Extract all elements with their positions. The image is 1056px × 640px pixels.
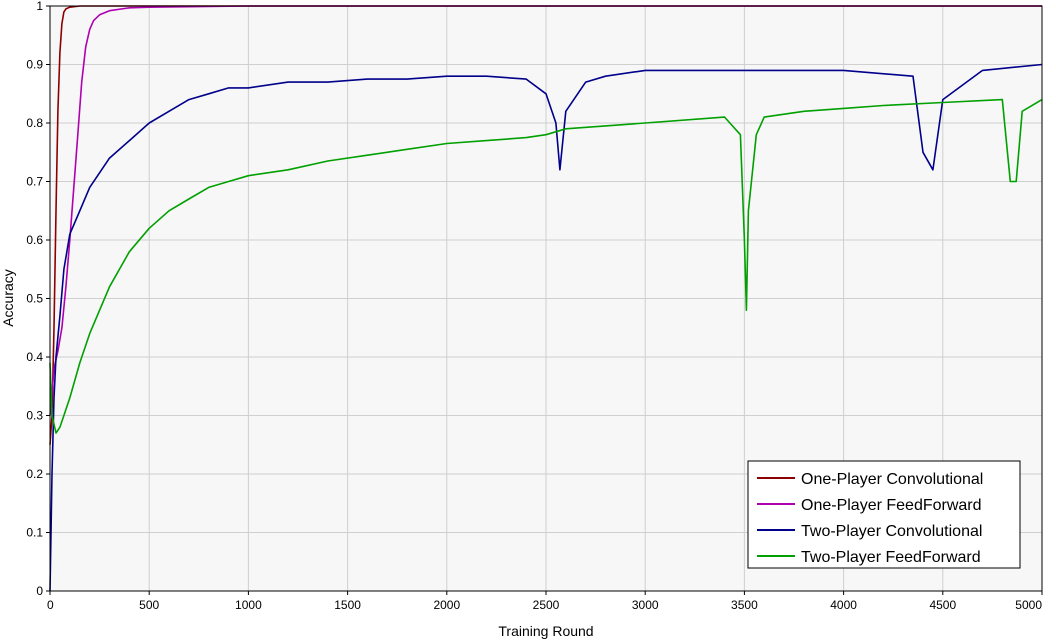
x-tick-label: 0	[47, 598, 54, 612]
y-tick-label: 0.1	[26, 526, 43, 540]
legend-label-1: One-Player Convolutional	[801, 471, 983, 488]
y-tick-label: 0.4	[26, 350, 43, 364]
legend-label-4: Two-Player FeedForward	[801, 549, 981, 566]
y-tick-label: 0.6	[26, 233, 43, 247]
x-tick-label: 4000	[830, 598, 857, 612]
legend-label-3: Two-Player Convolutional	[801, 523, 982, 540]
y-tick-label: 0.7	[26, 175, 43, 189]
y-tick-label: 0.3	[26, 409, 43, 423]
y-tick-label: 0.2	[26, 467, 43, 481]
y-tick-label: 1	[36, 0, 43, 13]
legend: One-Player Convolutional One-Player FeedF…	[747, 460, 1021, 569]
x-tick-label: 2500	[533, 598, 560, 612]
legend-label-2: One-Player FeedForward	[801, 497, 982, 514]
x-tick-label: 1500	[334, 598, 361, 612]
y-tick-label: 0.9	[26, 58, 43, 72]
y-tick-label: 0.5	[26, 292, 43, 306]
x-tick-label: 3500	[731, 598, 758, 612]
x-tick-label: 500	[139, 598, 159, 612]
x-tick-label: 4500	[929, 598, 956, 612]
x-axis-ticks: 0 500 1000 1500 2000 2500 3000 3500 4000 4500 5000	[47, 591, 1043, 612]
x-tick-label: 3000	[632, 598, 659, 612]
x-tick-label: 5000	[1015, 598, 1042, 612]
series-line-4	[49, 98, 1043, 434]
x-axis-title: Training Round	[498, 623, 593, 639]
y-axis-ticks: 0 0.1 0.2 0.3 0.4 0.5 0.6 0.7 0.8 0.9 1	[26, 0, 50, 598]
x-tick-label: 1000	[235, 598, 262, 612]
y-axis-title: Accuracy	[0, 269, 16, 327]
series-line-3	[49, 63, 1043, 592]
y-tick-label: 0	[36, 584, 43, 598]
x-tick-label: 2000	[433, 598, 460, 612]
y-tick-label: 0.8	[26, 116, 43, 130]
